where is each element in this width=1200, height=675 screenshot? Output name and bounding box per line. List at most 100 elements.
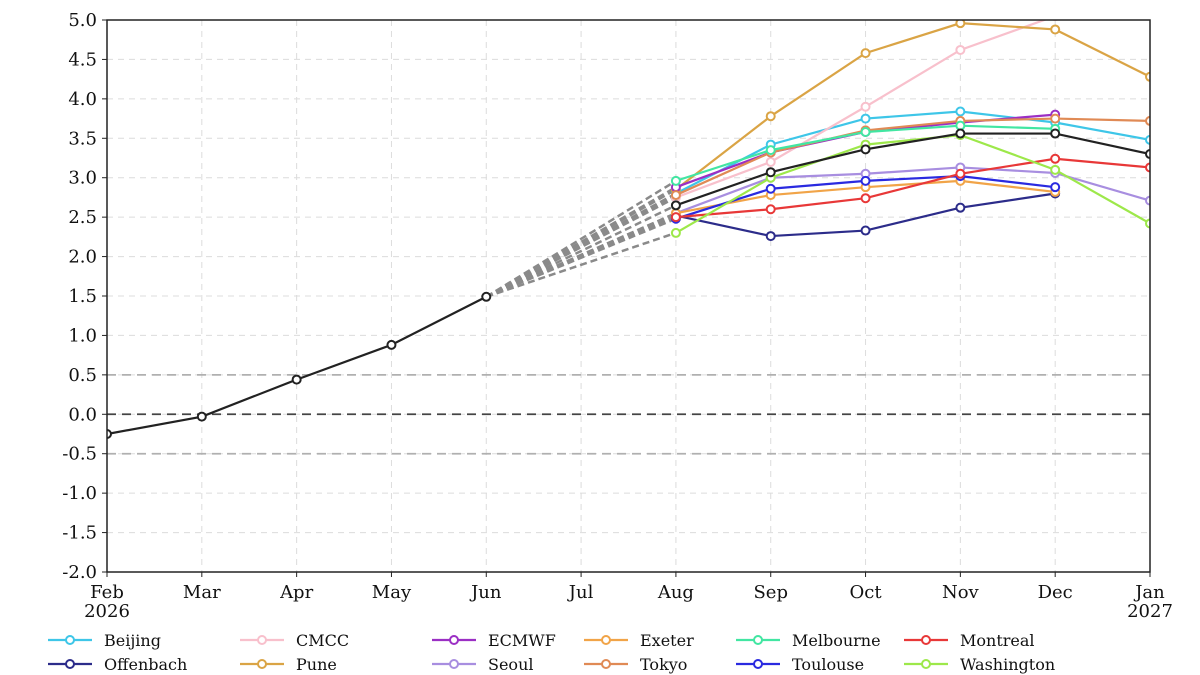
legend-marker	[65, 635, 75, 645]
legend-entry-ecmwf: ECMWF	[432, 631, 556, 650]
series-point	[1050, 113, 1061, 124]
series-point	[955, 128, 966, 139]
y-tick-label: 2.0	[68, 247, 97, 268]
series-point	[670, 190, 681, 201]
legend-label: Exeter	[640, 631, 694, 650]
legend-marker	[65, 659, 75, 669]
legend-marker	[753, 635, 763, 645]
series-point	[860, 225, 871, 236]
legend-label: Montreal	[960, 631, 1035, 650]
legend-label: Seoul	[488, 655, 533, 674]
series-point	[955, 168, 966, 179]
y-tick-label: 4.0	[68, 89, 97, 110]
observed-point	[386, 339, 397, 350]
x-tick-label: May	[372, 582, 412, 603]
series-point	[860, 144, 871, 155]
y-tick-label: -0.5	[62, 444, 97, 465]
x-tick-label: 2027	[1127, 601, 1173, 622]
series-point	[765, 231, 776, 242]
series-point	[670, 175, 681, 186]
series-point	[1050, 153, 1061, 164]
legend-marker	[257, 659, 267, 669]
x-tick-label: Jan	[1133, 582, 1165, 603]
series-point	[860, 113, 871, 124]
legend-marker	[921, 659, 931, 669]
legend-marker	[601, 659, 611, 669]
legend-entry-tokyo: Tokyo	[584, 655, 687, 674]
observed-point	[107, 429, 112, 439]
legend-entry-washington: Washington	[904, 655, 1055, 674]
series-lines	[670, 20, 1150, 242]
series-point	[1145, 195, 1150, 206]
observed-point	[291, 374, 302, 385]
series-ensemble-mean	[670, 128, 1150, 211]
forecast-bridge-line	[485, 204, 677, 298]
y-tick-label: 1.0	[68, 325, 97, 346]
series-point	[670, 200, 681, 211]
y-tick-label: -1.5	[62, 523, 97, 544]
series-point	[1050, 24, 1061, 35]
legend-label: Offenbach	[104, 655, 187, 674]
forecast-bridge-line	[485, 215, 677, 298]
y-tick-label: 2.5	[68, 207, 97, 228]
legend-marker	[449, 635, 459, 645]
series-point	[860, 126, 871, 137]
series-point	[765, 145, 776, 156]
y-tick-label: 5.0	[68, 10, 97, 31]
y-tick-label: -2.0	[62, 562, 97, 583]
x-tick-label: Apr	[279, 582, 314, 603]
forecast-bridge-line	[485, 231, 677, 298]
series-line	[675, 117, 1150, 197]
legend-label: Pune	[296, 655, 337, 674]
grid	[106, 19, 1151, 573]
forecast-bridge-line	[485, 179, 677, 298]
series-point	[1145, 162, 1150, 173]
series-point	[1050, 164, 1061, 175]
observed-point	[481, 291, 492, 302]
x-tick-label: Feb	[90, 582, 124, 603]
legend-marker	[753, 659, 763, 669]
series-point	[1145, 71, 1150, 82]
series-point	[765, 167, 776, 178]
legend-label: Beijing	[104, 631, 161, 650]
x-tick-label: Jun	[469, 582, 502, 603]
legend-entry-exeter: Exeter	[584, 631, 694, 650]
x-tick-label: Jul	[567, 582, 594, 603]
series-point	[955, 202, 966, 213]
series-point	[860, 48, 871, 59]
series-line	[675, 22, 1150, 191]
forecast-bridges	[485, 179, 677, 298]
legend-label: Washington	[960, 655, 1055, 674]
y-tick-label: 0.5	[68, 365, 97, 386]
legend-label: Toulouse	[792, 655, 864, 674]
y-tick-label: 3.0	[68, 168, 97, 189]
legend-entry-toulouse: Toulouse	[736, 655, 864, 674]
series-line	[675, 157, 1150, 219]
series-point	[1050, 182, 1061, 193]
x-tick-label: Dec	[1038, 582, 1073, 603]
legend-entry-pune: Pune	[240, 655, 337, 674]
legend-entry-offenbach: Offenbach	[48, 655, 187, 674]
series-line	[675, 134, 1150, 234]
legend-marker	[257, 635, 267, 645]
legend-label: Tokyo	[640, 655, 687, 674]
series-line	[675, 132, 1150, 207]
legend-label: ECMWF	[488, 631, 556, 650]
series-point	[955, 120, 966, 131]
legend-label: CMCC	[296, 631, 349, 650]
legend-marker	[921, 635, 931, 645]
series-pune	[670, 20, 1150, 195]
series-point	[1052, 20, 1059, 22]
y-axis-ticks: 5.0 4.5 4.0 3.5 3.0 2.5 2.0 1.5 1.0 0.5 0.0 -0.5 -1.…	[62, 10, 107, 583]
y-tick-label: 3.5	[68, 128, 97, 149]
series-point	[955, 20, 966, 29]
y-tick-label: -1.0	[62, 483, 97, 504]
series-point	[670, 212, 681, 223]
series-point	[1145, 115, 1150, 126]
observed-series	[107, 291, 492, 439]
legend-entry-melbourne: Melbourne	[736, 631, 881, 650]
x-tick-label: 2026	[84, 601, 130, 622]
legend-entry-montreal: Montreal	[904, 631, 1035, 650]
